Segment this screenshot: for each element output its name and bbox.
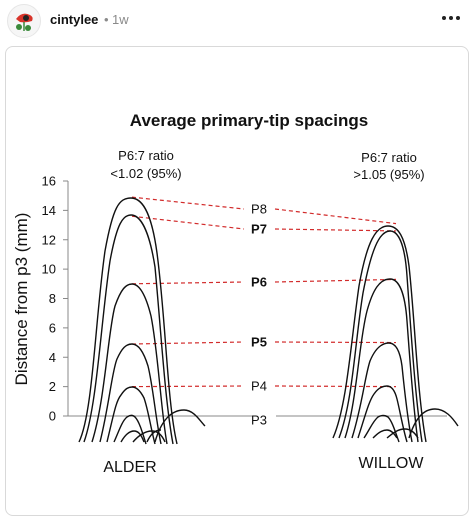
alder-label: ALDER — [103, 459, 156, 476]
y-tick-label: 4 — [49, 350, 56, 365]
willow-connector-p4 — [274, 385, 397, 388]
alder-ratio-line2: <1.02 (95%) — [110, 166, 181, 181]
willow-label: WILLOW — [359, 455, 425, 472]
y-tick-label: 8 — [49, 291, 56, 306]
ellipsis-icon[interactable] — [438, 8, 464, 28]
willow-connector-p5 — [274, 341, 397, 344]
figure-title: Average primary-tip spacings — [130, 111, 368, 130]
alder-connector-p5 — [131, 341, 245, 345]
feather-label-p8: P8 — [251, 202, 267, 217]
feather-label-p4: P4 — [251, 379, 267, 394]
separator-dot: • — [104, 12, 109, 27]
y-ticks: 0 2 4 6 8 10 12 14 16 — [42, 174, 68, 424]
y-tick-label: 2 — [49, 379, 56, 394]
feather-label-p6: P6 — [251, 275, 267, 290]
y-tick-label: 12 — [42, 232, 56, 247]
username[interactable]: cintylee — [50, 12, 99, 27]
y-axis-label: Distance from p3 (mm) — [12, 213, 31, 386]
post-header: cintylee • 1w — [0, 0, 471, 46]
y-tick-label: 14 — [42, 203, 56, 218]
dashed-connectors — [131, 196, 397, 388]
alder-connector-p6 — [131, 281, 245, 285]
willow-connector-p8 — [274, 208, 397, 225]
flower-avatar-icon — [16, 13, 33, 31]
willow-ratio-line2: >1.05 (95%) — [353, 167, 424, 182]
user-avatar[interactable] — [7, 4, 41, 38]
feather-label-p7: P7 — [251, 222, 267, 237]
willow-wing-outline — [332, 225, 459, 443]
feather-labels: P8 P7 P6 P5 P4 P3 — [251, 202, 267, 428]
y-tick-label: 16 — [42, 174, 56, 189]
y-tick-label: 6 — [49, 320, 56, 335]
alder-connector-p7 — [131, 215, 245, 230]
willow-connector-p6 — [274, 278, 397, 283]
y-tick-label: 10 — [42, 262, 56, 277]
feather-label-p5: P5 — [251, 335, 267, 350]
willow-connector-p7 — [274, 228, 397, 232]
post-age: 1w — [112, 12, 129, 27]
alder-ratio-line1: P6:7 ratio — [118, 148, 174, 163]
willow-ratio-line1: P6:7 ratio — [361, 150, 417, 165]
feather-label-p3: P3 — [251, 413, 267, 428]
alder-wing-outline — [78, 197, 206, 445]
y-tick-label: 0 — [49, 409, 56, 424]
alder-connector-p8 — [131, 196, 245, 210]
post-image-frame[interactable]: Average primary-tip spacings P6:7 ratio … — [5, 46, 469, 516]
feather-spacing-figure: Average primary-tip spacings P6:7 ratio … — [12, 111, 459, 476]
alder-connector-p4 — [131, 385, 245, 388]
